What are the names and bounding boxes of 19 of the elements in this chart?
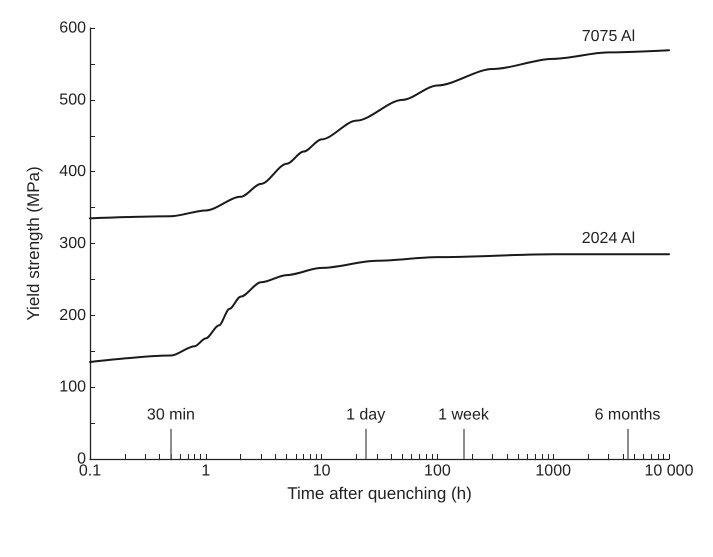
- x-tick-label: 1: [201, 462, 210, 480]
- ref-line-label: 1 week: [438, 406, 490, 424]
- x-tick-label: 10 000: [644, 462, 694, 480]
- y-tick-label: 400: [59, 163, 86, 180]
- x-axis-title: Time after quenching (h): [287, 484, 472, 503]
- y-axis-title: Yield strength (MPa): [24, 166, 43, 321]
- ref-line-label: 6 months: [594, 406, 660, 424]
- x-tick-label: 10: [312, 462, 331, 480]
- series-label: 7075 Al: [582, 28, 636, 45]
- x-tick-label: 100: [424, 462, 451, 480]
- ref-line-label: 1 day: [346, 406, 386, 424]
- ref-line-label: 30 min: [146, 406, 195, 424]
- y-tick-label: 100: [59, 378, 86, 396]
- y-tick-label: 600: [59, 20, 86, 36]
- y-tick-label: 500: [59, 91, 86, 108]
- y-tick-label: 200: [59, 306, 86, 324]
- series-label: 2024 Al: [582, 230, 636, 247]
- x-tick-label: 1000: [535, 462, 572, 480]
- y-tick-label: 300: [59, 235, 86, 252]
